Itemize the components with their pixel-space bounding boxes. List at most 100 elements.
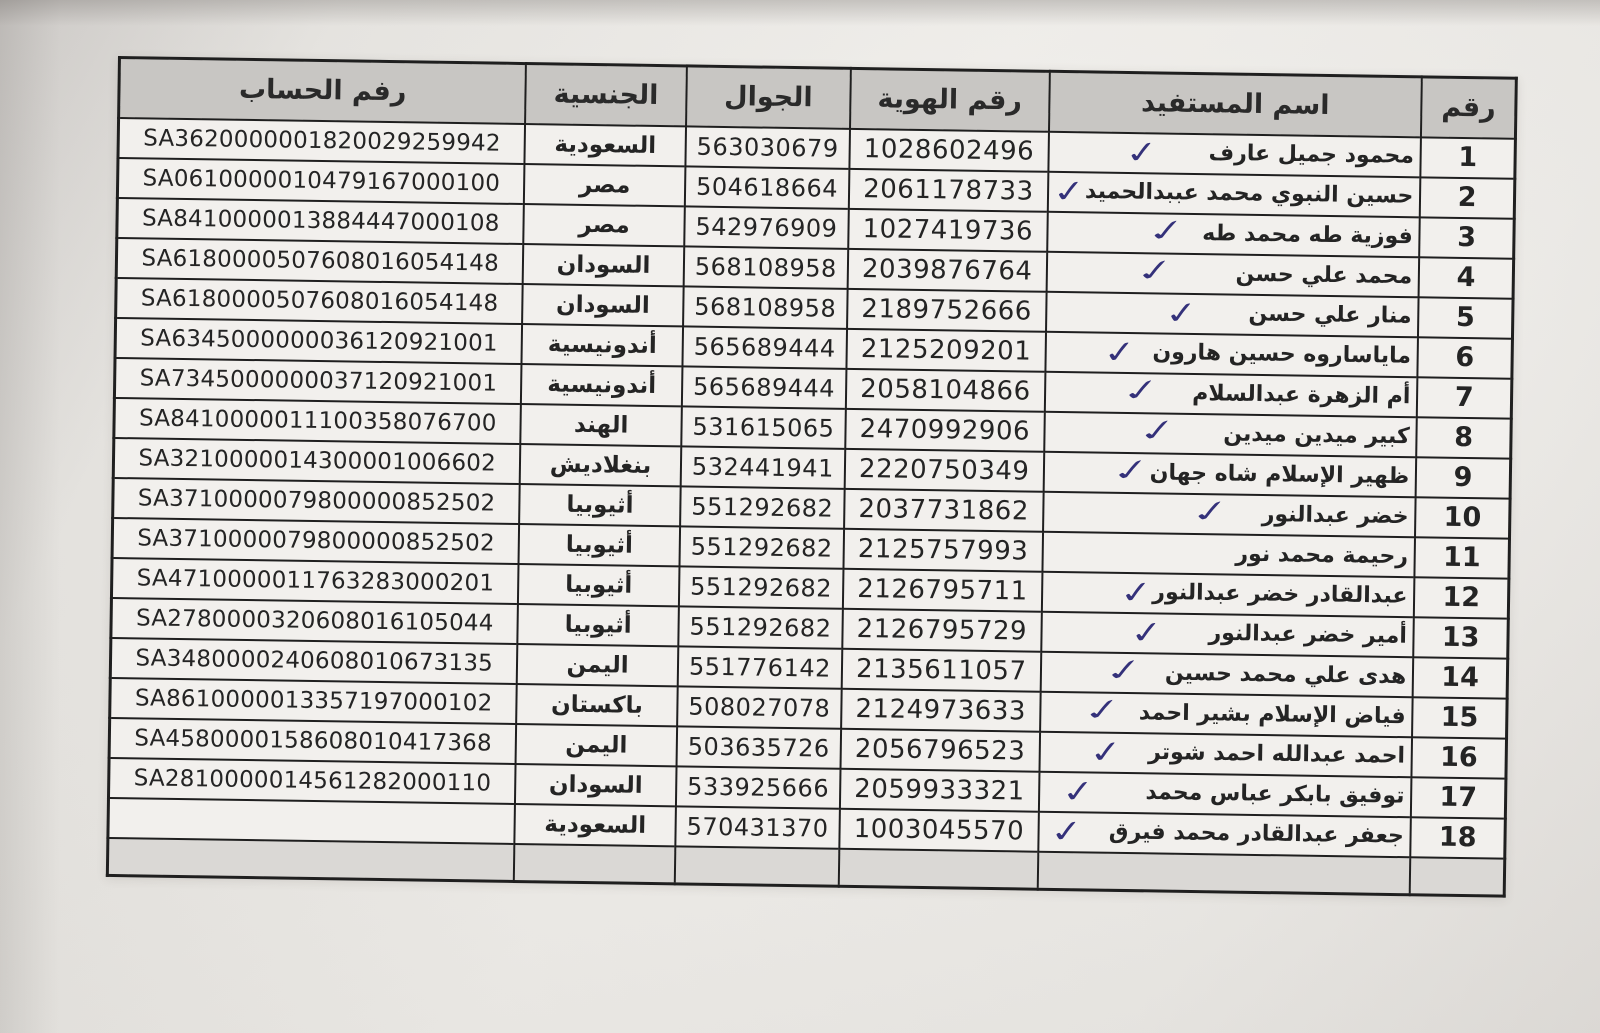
account-number: SA8410000013884447000108 [141,204,500,237]
header-beneficiary-name: اسم المستفيد [1048,71,1423,137]
id-number-cell: 2220750349 [844,448,1044,492]
nationality: أثيوبيا [564,611,632,639]
mobile-cell: 563030679 [685,125,851,169]
beneficiary-name: أمير خضر عبدالنور [1208,620,1408,649]
nationality: أثيوبيا [565,571,633,599]
beneficiary-name: فياض الإسلام بشير احمد [1138,700,1406,730]
header-mobile: الجوال [685,65,851,129]
account-number: SA3710000079800000852502 [137,524,495,557]
beneficiary-name: ظهير الإسلام شاه جهان [1149,460,1410,490]
account-number: SA3710000079800000852502 [137,484,496,517]
row-number-cell: 5 [1418,296,1514,339]
mobile-number: 565689444 [692,372,836,403]
scanned-page: رقم اسم المستفيد رقم الهوية الجوال الجنس… [105,56,1518,898]
account-number-cell: SA8610000013357197000102 [109,677,518,724]
id-number-cell: 2125209201 [846,328,1046,372]
handwritten-check-icon: ✓ [1131,251,1178,290]
account-number: SA8610000013357197000102 [134,684,493,717]
id-number-cell: 2037731862 [844,488,1044,532]
id-number-cell: 1028602496 [849,128,1049,172]
beneficiary-name: كبير ميدين ميدين [1223,421,1410,450]
header-id-number: رقم الهوية [850,68,1050,132]
mobile-number: 551292682 [691,492,834,523]
row-number-cell: 18 [1410,816,1506,859]
row-number: 7 [1454,381,1474,414]
row-number: 1 [1458,141,1478,174]
beneficiary-name-cell: توفيق بابكر عباس محمد ✓ [1038,771,1412,817]
row-number-cell: 11 [1414,536,1510,579]
beneficiary-name: فوزية طه محمد طه [1202,221,1413,250]
account-number-cell: SA6180000507608016054148 [116,237,524,284]
id-number: 1003045570 [853,813,1025,847]
handwritten-check-icon: ✓ [1101,651,1148,689]
nationality: باكستان [550,690,644,719]
row-number: 8 [1454,421,1474,454]
nationality-cell: السعودية [514,803,676,846]
handwritten-check-icon: ✓ [1127,613,1165,652]
nationality-cell: بنغلاديش [520,443,682,486]
beneficiary-name-cell: عبدالقادر خضر عبدالنور✓ [1041,571,1415,617]
account-number: SA8410000011100358076700 [138,404,497,437]
row-number-cell: 6 [1417,336,1513,379]
id-number: 2037731862 [858,493,1030,527]
header-number: رقم [1421,76,1517,139]
nationality: مصر [578,211,630,239]
account-number: SA0610000010479167000100 [142,164,501,197]
id-number: 2125757993 [857,533,1029,567]
handwritten-check-icon: ✓ [1118,371,1165,410]
nationality: بنغلاديش [549,450,652,479]
mobile-cell: 551292682 [679,485,845,529]
row-number-cell: 9 [1415,456,1511,499]
beneficiary-name: ماياساروه حسين هارون [1152,339,1412,369]
id-number-cell: 2189752666 [847,288,1047,332]
beneficiary-name: محمود جميل عارف [1208,140,1415,169]
id-number-cell: 2125757993 [843,528,1043,572]
beneficiary-name-cell: رحيمة محمد نور [1041,531,1416,577]
nationality-cell: مصر [523,203,685,246]
nationality-cell: أثيوبيا [518,523,680,566]
handwritten-check-icon: ✓ [1162,293,1200,332]
row-number: 2 [1457,181,1477,214]
header-account-number: رفم الحساب [118,57,527,124]
mobile-cell: 532441941 [680,445,846,489]
mobile-cell: 508027078 [676,685,842,729]
handwritten-check-icon: ✓ [1107,451,1154,489]
mobile-cell: 568108958 [682,285,848,329]
account-number-cell [107,837,515,882]
nationality-cell: اليمن [517,643,679,686]
id-number-cell: 2135611057 [841,648,1041,692]
handwritten-check-icon: ✓ [1101,332,1139,371]
mobile-cell: 568108958 [683,245,849,289]
mobile-cell [674,845,840,887]
nationality: السودان [548,770,643,799]
handwritten-check-icon: ✓ [1050,172,1088,211]
mobile-cell: 551292682 [679,525,845,569]
nationality-cell: أثيوبيا [517,603,679,646]
id-number: 2470992906 [859,413,1031,447]
id-number: 2126795729 [856,613,1028,647]
mobile-cell: 503635726 [676,725,842,769]
row-number-cell: 4 [1418,256,1514,299]
account-number-cell: SA2810000014561282000110 [108,757,516,804]
mobile-cell: 551292682 [678,605,843,649]
beneficiary-name-cell: هدى علي محمد حسين ✓ [1040,651,1414,697]
row-number-cell: 13 [1413,616,1509,659]
mobile-number: 551776142 [688,652,832,683]
nationality-cell: السودان [515,763,677,806]
row-number-cell: 3 [1419,216,1515,259]
account-number-cell: SA7345000000037120921001 [114,357,522,404]
row-number: 18 [1438,821,1477,854]
mobile-number: 531615065 [692,412,835,443]
account-number-cell: SA6345000000036120921001 [115,317,523,364]
account-number: SA6180000507608016054148 [141,244,500,277]
beneficiary-name-cell: كبير ميدين ميدين ✓ [1043,411,1418,457]
row-number: 3 [1456,221,1477,254]
mobile-cell: 551292682 [678,565,844,609]
nationality: أندونيسية [547,330,657,359]
beneficiary-name: توفيق بابكر عباس محمد [1145,779,1405,809]
account-number-cell: SA3480000240608010673135 [110,637,518,684]
handwritten-check-icon: ✓ [1187,492,1235,531]
beneficiary-name-cell: احمد عبدالله احمد شوتر ✓ [1039,731,1413,777]
beneficiary-name-cell: أمير خضر عبدالنور ✓ [1040,611,1415,657]
